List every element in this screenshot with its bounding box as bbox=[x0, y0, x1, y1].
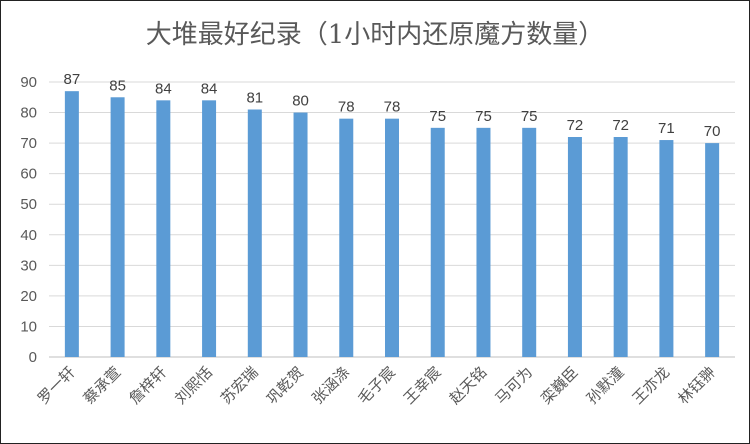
bars bbox=[64, 91, 720, 358]
data-label: 84 bbox=[155, 80, 172, 97]
category-label: 林钰翀 bbox=[674, 363, 719, 408]
data-label: 75 bbox=[429, 108, 446, 125]
data-label: 80 bbox=[292, 93, 309, 110]
data-label: 71 bbox=[658, 120, 675, 137]
category-label: 巩乾贺 bbox=[263, 363, 308, 408]
bar bbox=[476, 127, 491, 357]
y-axis-ticks: 0 10 20 30 40 50 60 70 80 90 bbox=[20, 74, 37, 366]
y-tick-label: 10 bbox=[20, 318, 37, 335]
bar bbox=[613, 137, 628, 357]
data-label: 70 bbox=[704, 123, 721, 140]
y-tick-label: 70 bbox=[20, 135, 37, 152]
y-tick-label: 20 bbox=[20, 288, 37, 305]
data-label: 84 bbox=[201, 80, 218, 97]
y-tick-label: 30 bbox=[20, 257, 37, 274]
bar bbox=[110, 97, 125, 358]
chart-title: 大堆最好纪录（1小时内还原魔方数量） bbox=[146, 20, 605, 50]
data-label: 81 bbox=[246, 90, 263, 107]
bar bbox=[385, 118, 399, 358]
y-tick-label: 60 bbox=[20, 166, 37, 183]
category-label: 苏宏瑞 bbox=[217, 363, 262, 408]
data-label: 85 bbox=[109, 77, 126, 94]
data-label: 87 bbox=[64, 71, 81, 88]
bar bbox=[522, 127, 537, 357]
y-tick-label: 50 bbox=[20, 196, 37, 213]
category-label: 孙默潼 bbox=[583, 363, 628, 408]
y-tick-label: 0 bbox=[29, 349, 37, 366]
bar bbox=[156, 100, 171, 357]
category-label: 毛子宸 bbox=[354, 363, 399, 408]
data-label: 72 bbox=[612, 117, 629, 134]
category-label: 赵天铭 bbox=[446, 363, 491, 408]
category-label: 栾巍臣 bbox=[537, 363, 582, 408]
bar bbox=[202, 100, 217, 357]
data-label: 75 bbox=[475, 108, 492, 125]
category-label: 罗一轩 bbox=[34, 363, 79, 408]
bar bbox=[659, 140, 674, 357]
data-label: 78 bbox=[384, 99, 401, 116]
bar bbox=[293, 112, 308, 357]
category-label: 马可为 bbox=[491, 363, 536, 408]
category-label: 詹梓轩 bbox=[126, 363, 171, 408]
x-axis-categories: 罗一轩 蔡承萱 詹梓轩 刘熙恬 苏宏瑞 巩乾贺 张涵涤 毛子宸 王幸宸 赵天铭 马可为 栾巍臣 孙默潼王… bbox=[34, 363, 719, 408]
y-tick-label: 90 bbox=[20, 74, 37, 91]
category-label: 王亦龙 bbox=[629, 363, 674, 408]
data-labels: 87 85 84 84 81 80 78 78 75 75 75 72 72 71 70 bbox=[64, 71, 721, 140]
bar bbox=[705, 143, 720, 357]
bar bbox=[339, 118, 354, 358]
data-label: 75 bbox=[521, 108, 538, 125]
bar bbox=[64, 91, 79, 358]
bar bbox=[430, 127, 445, 357]
bar bbox=[247, 109, 262, 357]
category-label: 张涵涤 bbox=[309, 363, 354, 408]
data-label: 78 bbox=[338, 99, 355, 116]
category-label: 王幸宸 bbox=[400, 363, 445, 408]
category-label: 蔡承萱 bbox=[80, 363, 125, 408]
y-tick-label: 40 bbox=[20, 227, 37, 244]
y-tick-label: 80 bbox=[20, 105, 37, 122]
data-label: 72 bbox=[567, 117, 584, 134]
bar bbox=[567, 137, 582, 357]
category-label: 刘熙恬 bbox=[171, 363, 216, 408]
